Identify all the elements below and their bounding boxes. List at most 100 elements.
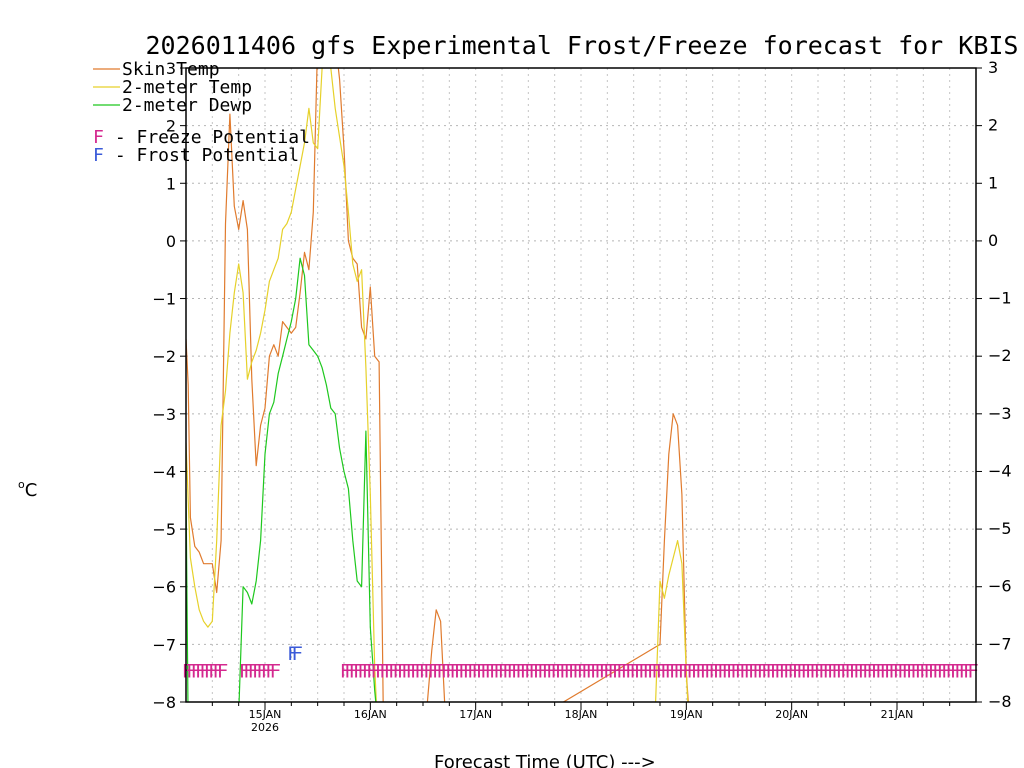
freeze-potential-mark: F: [669, 660, 680, 682]
freeze-potential-mark: F: [902, 660, 913, 682]
x-tick-label: 16JAN: [354, 708, 387, 721]
freeze-potential-mark: F: [941, 660, 952, 682]
freeze-potential-mark: F: [950, 660, 961, 682]
freeze-potential-mark: F: [568, 660, 579, 682]
freeze-potential-mark: F: [704, 660, 715, 682]
freeze-potential-mark: F: [559, 660, 570, 682]
x-tick-sublabel: 2026: [251, 721, 279, 734]
freeze-potential-mark: F: [831, 660, 842, 682]
y-tick-label-left: −7: [152, 635, 176, 654]
freeze-potential-mark: F: [752, 660, 763, 682]
y-tick-label-right: 2: [988, 116, 998, 135]
freeze-potential-mark: F: [546, 660, 557, 682]
series-line-2-meter-temp: [186, 68, 689, 702]
freeze-potential-mark: F: [498, 660, 509, 682]
potential-legend-label: - Frost Potential: [104, 145, 299, 166]
freeze-potential-mark: F: [660, 660, 671, 682]
freeze-potential-mark: F: [270, 660, 281, 682]
x-axis-label: Forecast Time (UTC) --->: [434, 752, 656, 768]
freeze-potential-mark: F: [594, 660, 605, 682]
chart-title: 2026011406 gfs Experimental Frost/Freeze…: [146, 31, 1019, 60]
freeze-potential-mark: F: [467, 660, 478, 682]
freeze-potential-mark: F: [884, 660, 895, 682]
y-tick-label-left: −1: [152, 290, 176, 309]
freeze-potential-mark: F: [665, 660, 676, 682]
freeze-potential-mark: F: [252, 660, 263, 682]
freeze-potential-mark: F: [608, 660, 619, 682]
freeze-potential-mark: F: [625, 660, 636, 682]
freeze-potential-mark: F: [410, 660, 421, 682]
y-tick-label-right: −3: [988, 404, 1012, 423]
freeze-potential-mark: F: [397, 660, 408, 682]
freeze-potential-mark: F: [774, 660, 785, 682]
freeze-potential-mark: F: [897, 660, 908, 682]
freeze-potential-mark: F: [217, 660, 228, 682]
freeze-potential-mark: F: [739, 660, 750, 682]
freeze-potential-mark: F: [919, 660, 930, 682]
freeze-potential-mark: F: [419, 660, 430, 682]
y-tick-label-left: 3: [166, 59, 176, 78]
freeze-potential-mark: F: [906, 660, 917, 682]
y-axis-left: −8 −7 −6 −5 −4 −3 −2 −1 0 1 2 3: [152, 59, 186, 712]
y-tick-label-right: −6: [988, 577, 1012, 596]
freeze-potential-mark: F: [586, 660, 597, 682]
frost-potential-mark: F: [292, 643, 303, 665]
freeze-potential-mark: F: [801, 660, 812, 682]
x-tick-label: 17JAN: [459, 708, 492, 721]
freeze-potential-mark: F: [787, 660, 798, 682]
freeze-potential-mark: F: [915, 660, 926, 682]
freeze-potential-mark: F: [717, 660, 728, 682]
freeze-potential-mark: F: [770, 660, 781, 682]
plot-frame: [185, 67, 977, 703]
freeze-potential-mark: F: [529, 660, 540, 682]
freeze-potential-mark: F: [366, 660, 377, 682]
y-tick-label-left: −2: [152, 347, 176, 366]
freeze-potential-mark: F: [564, 660, 575, 682]
freeze-potential-mark: F: [945, 660, 956, 682]
freeze-potential-mark: F: [388, 660, 399, 682]
freeze-potential-mark: F: [599, 660, 610, 682]
freeze-potential-mark: F: [862, 660, 873, 682]
freeze-potential-mark: F: [590, 660, 601, 682]
freeze-potential-mark: F: [340, 660, 351, 682]
y-tick-label-left: −5: [152, 520, 176, 539]
freeze-potential-mark: F: [744, 660, 755, 682]
freeze-potential-mark: F: [910, 660, 921, 682]
y-tick-label-right: 1: [988, 173, 998, 192]
freeze-potential-mark: F: [796, 660, 807, 682]
freeze-potential-mark: F: [208, 660, 219, 682]
y-tick-label-left: 1: [166, 174, 176, 193]
freeze-potential-mark: F: [432, 660, 443, 682]
freeze-potential-mark: F: [256, 660, 267, 682]
y-tick-label-right: −4: [988, 461, 1012, 480]
freeze-potential-mark: F: [783, 660, 794, 682]
freeze-potential-mark: F: [414, 660, 425, 682]
freeze-potential-mark: F: [392, 660, 403, 682]
freeze-potential-mark: F: [932, 660, 943, 682]
legend-label: 2-meter Temp: [122, 77, 252, 98]
freeze-potential-mark: F: [735, 660, 746, 682]
freeze-potential-mark: F: [239, 660, 250, 682]
freeze-potential-mark: F: [651, 660, 662, 682]
freeze-potential-mark: F: [485, 660, 496, 682]
freeze-potential-mark: F: [357, 660, 368, 682]
freeze-potential-mark: F: [480, 660, 491, 682]
potential-legend-label: - Freeze Potential: [104, 127, 310, 148]
freeze-potential-mark: F: [858, 660, 869, 682]
freeze-potential-mark: F: [937, 660, 948, 682]
freeze-potential-mark: F: [687, 660, 698, 682]
freeze-potential-mark: F: [634, 660, 645, 682]
potential-legend-symbol: F: [93, 127, 104, 148]
freeze-potential-mark: F: [827, 660, 838, 682]
freeze-potential-mark: F: [243, 660, 254, 682]
freeze-potential-mark: F: [963, 660, 974, 682]
freeze-potential-mark: F: [695, 660, 706, 682]
freeze-potential-mark: F: [888, 660, 899, 682]
freeze-potential-mark: F: [638, 660, 649, 682]
x-tick-label: 20JAN: [775, 708, 808, 721]
freeze-potential-mark: F: [511, 660, 522, 682]
freeze-potential-mark: F: [362, 660, 373, 682]
y-axis-label: oC: [18, 478, 37, 501]
x-tick-label: 21JAN: [881, 708, 914, 721]
